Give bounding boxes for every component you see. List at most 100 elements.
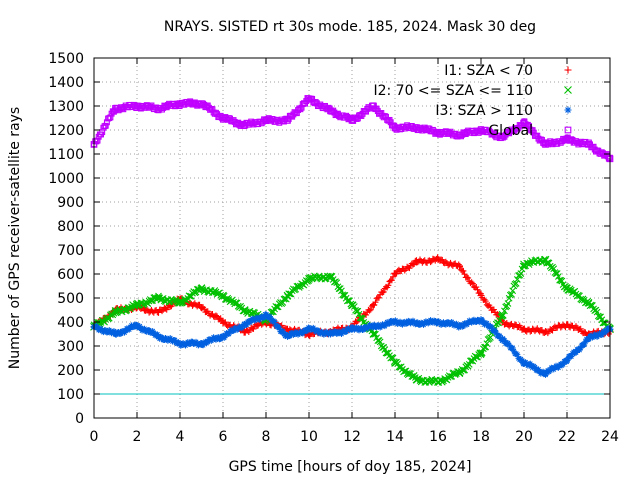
legend-label: I1: SZA < 70	[444, 63, 533, 79]
y-tick-label: 700	[57, 243, 84, 259]
x-axis-label: GPS time [hours of doy 185, 2024]	[229, 459, 472, 475]
series-marker	[159, 308, 166, 315]
data-point	[499, 335, 506, 343]
data-point	[154, 294, 163, 302]
data-point	[585, 141, 592, 148]
series-marker	[510, 348, 517, 355]
data-point	[391, 318, 399, 326]
series-marker	[154, 331, 161, 338]
y-tick-label: 1200	[48, 123, 84, 139]
data-point	[305, 95, 313, 103]
data-point	[477, 126, 485, 134]
legend-label: I2: 70 <= SZA <= 110	[373, 83, 533, 99]
data-point	[434, 318, 442, 326]
series-marker	[102, 122, 109, 129]
series-marker	[531, 364, 538, 371]
data-point	[542, 328, 549, 336]
data-point	[112, 105, 119, 112]
series-marker	[442, 258, 449, 265]
y-tick-label: 1100	[48, 147, 84, 163]
legend-marker	[564, 66, 572, 74]
series-marker	[273, 303, 281, 311]
series-marker	[204, 339, 211, 346]
legend-marker	[564, 106, 572, 114]
series-marker	[427, 259, 434, 266]
data-point	[391, 270, 399, 278]
series-marker	[427, 317, 434, 324]
series-marker	[581, 341, 588, 348]
series-marker	[299, 330, 306, 337]
series-marker	[460, 267, 467, 274]
series-marker	[358, 324, 365, 331]
series-marker	[496, 316, 504, 324]
y-tick-label: 1400	[48, 75, 84, 91]
chart-title: NRAYS. SISTED rt 30s mode. 185, 2024. Ma…	[164, 19, 536, 35]
series-marker	[536, 368, 543, 375]
series-marker	[126, 326, 133, 333]
series-marker	[150, 329, 157, 336]
series-marker	[388, 317, 395, 324]
data-point	[542, 370, 549, 378]
series-marker	[332, 328, 339, 335]
data-point	[434, 129, 442, 136]
x-tick-label: 2	[133, 429, 142, 445]
series-marker	[136, 323, 143, 330]
y-tick-label: 500	[57, 291, 84, 307]
series-marker	[379, 289, 386, 296]
series-marker	[248, 318, 255, 325]
series-marker	[506, 341, 513, 348]
x-tick-label: 8	[262, 429, 271, 445]
series-marker	[143, 306, 150, 313]
series-marker	[490, 306, 497, 313]
series-marker	[555, 364, 562, 371]
series-marker	[279, 328, 286, 335]
legend-marker	[564, 126, 572, 134]
series-marker	[442, 321, 449, 328]
data-point	[499, 133, 506, 141]
series-marker	[514, 351, 521, 358]
data-point	[563, 136, 571, 143]
data-series-layer	[90, 95, 614, 386]
series-marker	[194, 340, 201, 347]
data-point	[477, 349, 485, 358]
series-marker	[280, 330, 287, 337]
series-marker	[480, 319, 487, 326]
data-point	[455, 368, 464, 377]
series-marker	[378, 323, 385, 330]
series-marker	[222, 332, 229, 339]
series-marker	[421, 320, 428, 327]
series-marker	[107, 328, 114, 335]
data-point	[520, 119, 528, 127]
data-point	[563, 284, 571, 293]
series-star-3	[90, 311, 614, 378]
data-point	[520, 359, 528, 367]
data-point	[584, 298, 593, 307]
series-marker	[187, 340, 194, 347]
series-marker	[167, 303, 174, 310]
series-marker	[397, 318, 404, 325]
data-point	[198, 340, 205, 348]
data-point	[326, 272, 335, 281]
data-point	[327, 330, 334, 338]
series-marker	[509, 287, 517, 295]
data-point	[219, 114, 227, 122]
y-tick-label: 300	[57, 339, 84, 355]
series-marker	[171, 337, 178, 344]
x-tick-label: 4	[176, 429, 185, 445]
data-point	[370, 323, 377, 331]
y-tick-label: 900	[57, 195, 84, 211]
y-tick-label: 400	[57, 315, 84, 331]
x-tick-label: 20	[515, 429, 533, 445]
data-point	[541, 255, 550, 264]
series-marker	[568, 353, 575, 360]
data-point	[413, 319, 420, 327]
series-marker	[182, 342, 189, 349]
data-point	[283, 291, 292, 300]
series-marker	[527, 360, 534, 367]
series-marker	[465, 319, 472, 326]
series-marker	[353, 319, 360, 326]
y-tick-label: 1000	[48, 171, 84, 187]
axis-ticks: 0 2 4 6 8 10 12 14 16 18 20 22 240100200300400500600…	[48, 51, 619, 445]
data-point	[219, 318, 227, 326]
